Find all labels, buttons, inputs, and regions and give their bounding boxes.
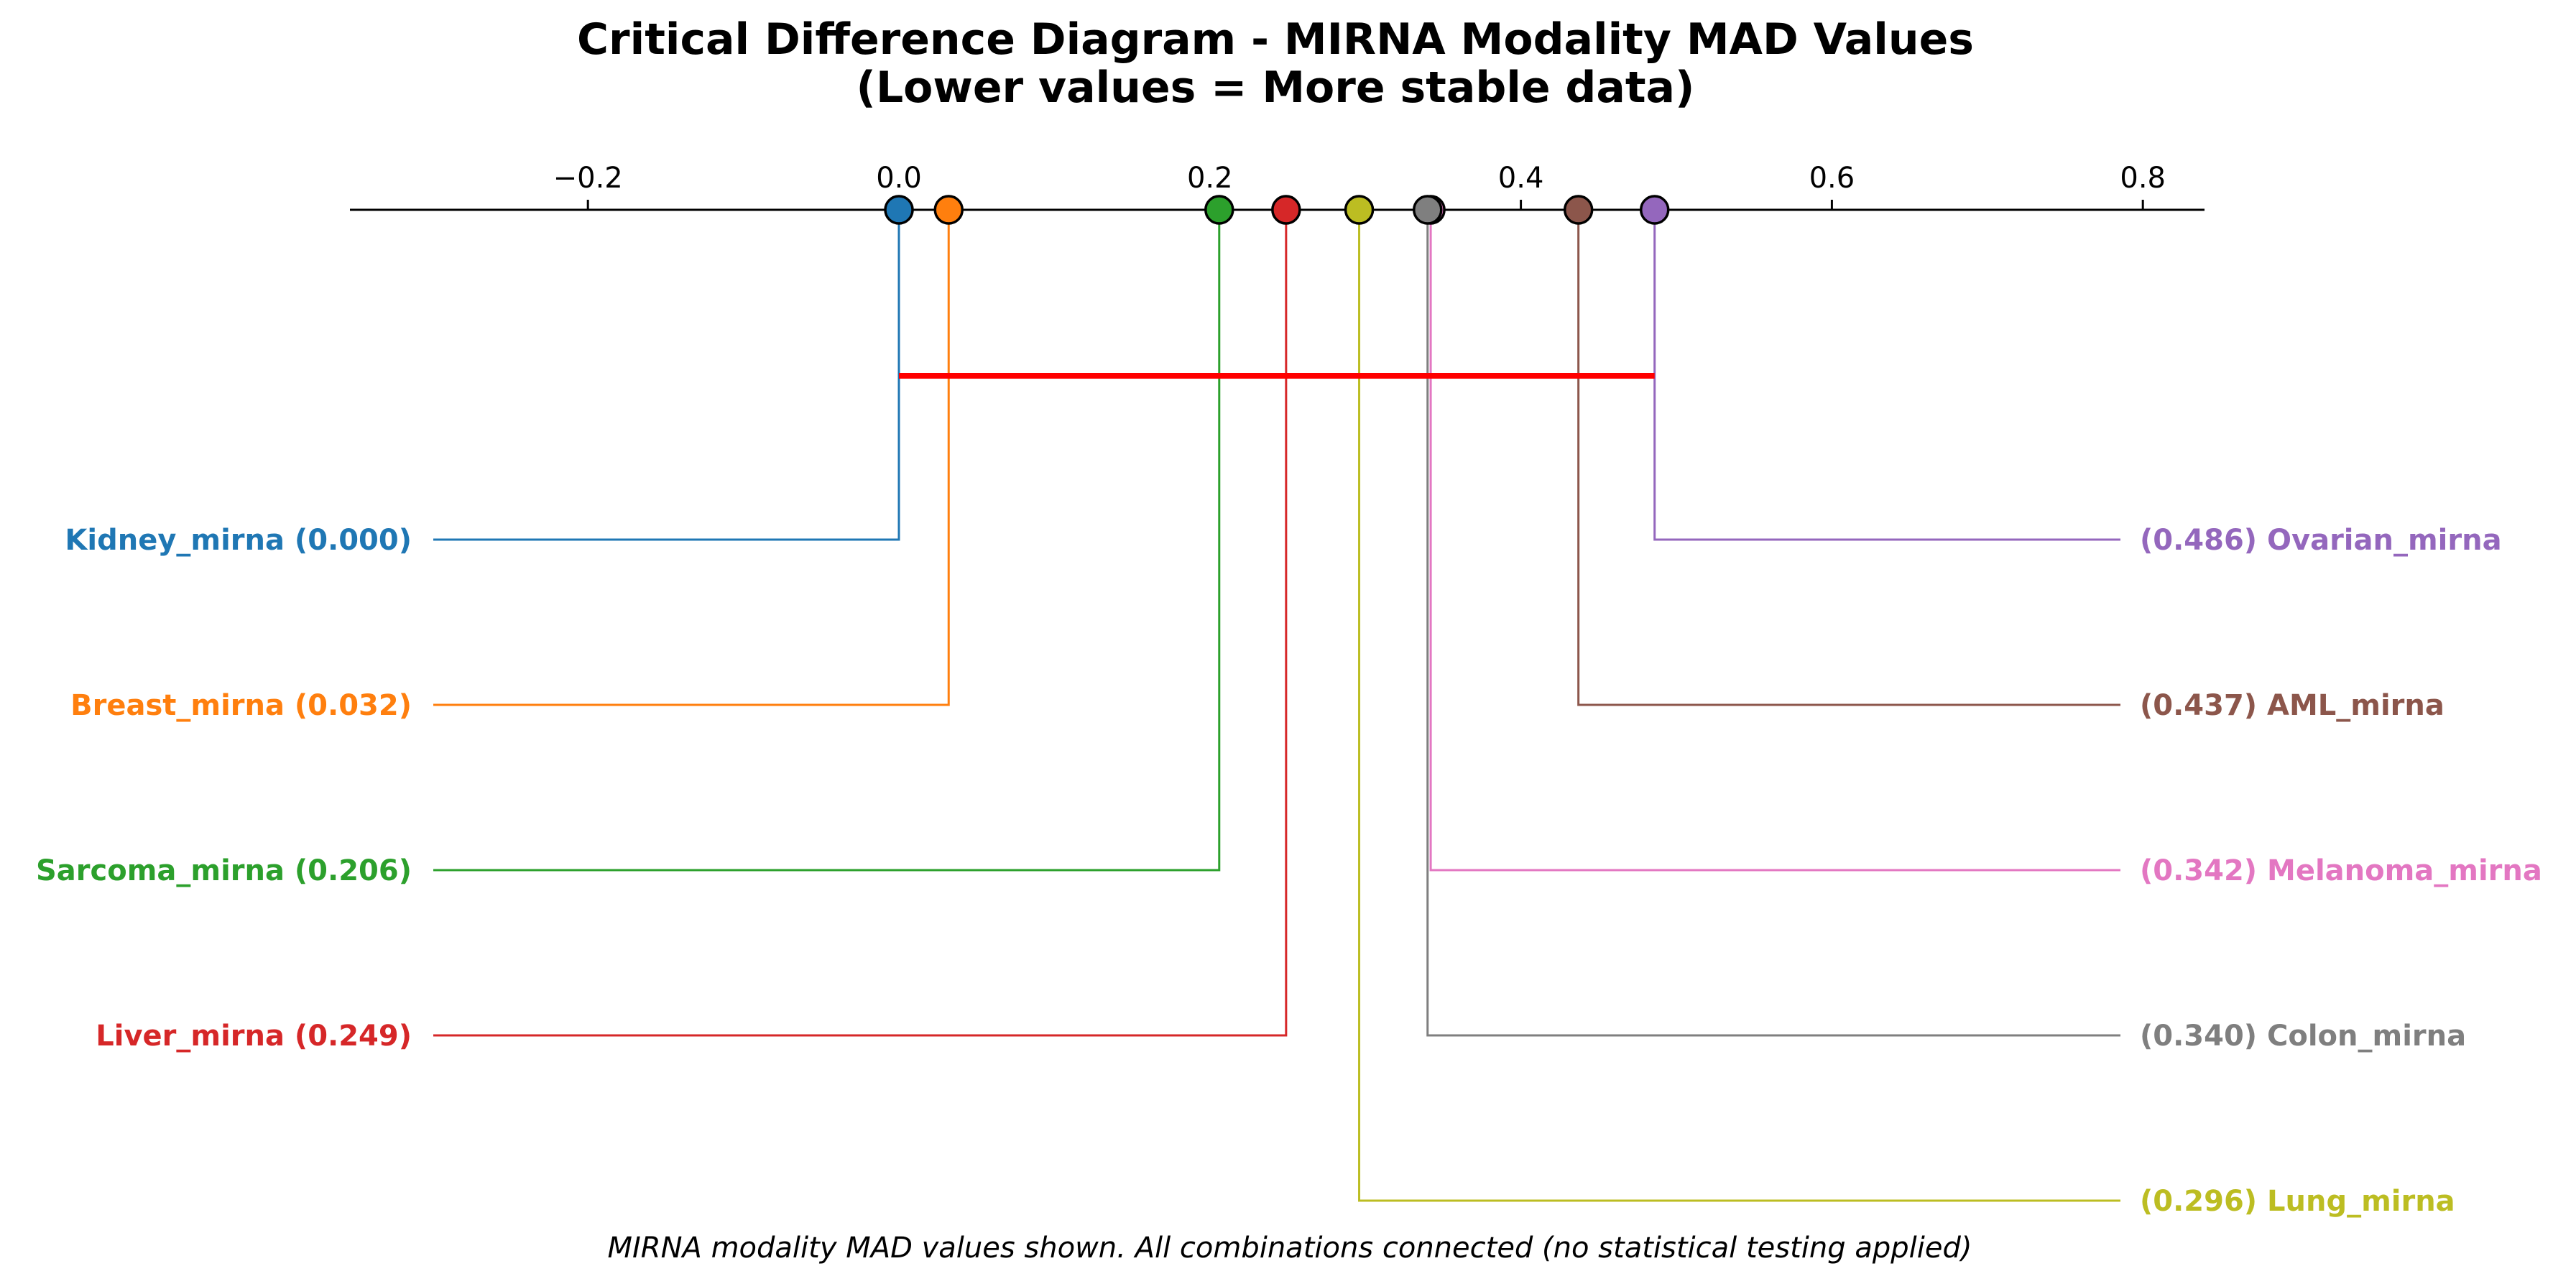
leader-lines	[433, 210, 2120, 1202]
leader-line	[1429, 210, 2120, 872]
value-marker	[933, 195, 964, 225]
x-tick-label: 0.2	[1187, 162, 1233, 195]
leader-line	[1653, 210, 2120, 541]
value-marker	[1344, 195, 1375, 225]
x-tick-label: 0.0	[876, 162, 922, 195]
item-label: Liver_mirna (0.249)	[96, 1020, 412, 1053]
value-marker	[1271, 195, 1301, 225]
item-label: Sarcoma_mirna (0.206)	[36, 854, 412, 887]
value-marker	[884, 195, 914, 225]
value-marker	[1639, 195, 1670, 225]
item-label: (0.342) Melanoma_mirna	[2140, 854, 2542, 887]
chart-title-line1: Critical Difference Diagram - MIRNA Moda…	[577, 14, 1974, 65]
value-marker	[1204, 195, 1234, 225]
value-marker	[1563, 195, 1594, 225]
chart-footnote: MIRNA modality MAD values shown. All com…	[607, 1232, 1972, 1265]
item-label: (0.486) Ovarian_mirna	[2140, 524, 2502, 557]
leader-line	[1577, 210, 2120, 706]
x-tick-label: 0.8	[2120, 162, 2166, 195]
item-label: Kidney_mirna (0.000)	[65, 524, 412, 557]
x-tick-label: 0.6	[1809, 162, 1855, 195]
leader-line	[433, 210, 1221, 872]
x-tick-label: 0.4	[1498, 162, 1544, 195]
item-label: (0.296) Lung_mirna	[2140, 1185, 2455, 1218]
leader-line	[433, 210, 900, 541]
value-marker	[1413, 195, 1443, 225]
leader-line	[433, 210, 1288, 1037]
x-tick-label: −0.2	[553, 162, 623, 195]
value-markers	[884, 195, 1670, 225]
leader-line	[1358, 210, 2120, 1202]
x-axis-ticks: −0.2 0.0 0.2 0.4 0.6 0.8	[553, 162, 2166, 210]
chart-title-line2: (Lower values = More stable data)	[857, 63, 1695, 113]
leader-line	[1426, 210, 2120, 1037]
item-label: (0.437) AML_mirna	[2140, 689, 2445, 722]
leader-line	[433, 210, 950, 706]
item-labels: Kidney_mirna (0.000) Breast_mirna (0.032)…	[36, 524, 2542, 1218]
item-label: (0.340) Colon_mirna	[2140, 1020, 2466, 1053]
item-label: Breast_mirna (0.032)	[70, 689, 412, 722]
